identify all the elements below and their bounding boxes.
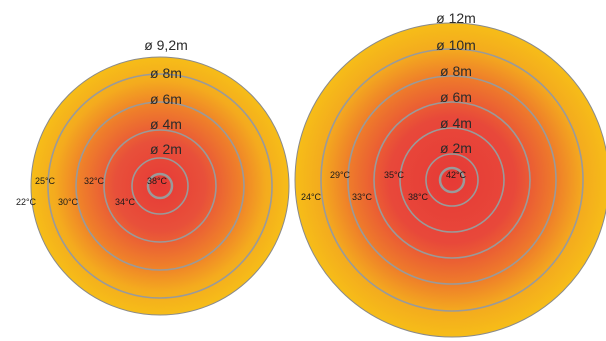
ring-2m (131, 157, 189, 215)
center-ring (438, 166, 466, 194)
ring-8m (47, 73, 273, 299)
ring-6m (75, 101, 245, 271)
diameter-label-8m: ø 8m (150, 65, 182, 81)
small-heat-zone: ø 9,2m ø 8m ø 6m ø 4m ø 2m 25°C 32°C 38°… (16, 37, 290, 316)
large-heat-zone: ø 12m ø 10m ø 8m ø 6m ø 4m ø 2m 29°C 35°… (294, 10, 606, 338)
ring-8m (347, 75, 557, 285)
temp-label-29c: 29°C (330, 170, 351, 180)
temp-label-32c: 32°C (84, 176, 105, 186)
diameter-label-6m: ø 6m (440, 89, 472, 105)
diameter-label-4m: ø 4m (150, 116, 182, 132)
temp-label-34c: 34°C (115, 197, 136, 207)
temp-label-22c: 22°C (16, 197, 37, 207)
ring-4m (103, 129, 217, 243)
diameter-label-6m: ø 6m (150, 91, 182, 107)
outer-disc (30, 56, 290, 316)
diameter-label-9-2m: ø 9,2m (144, 37, 188, 53)
temp-label-38c: 38°C (147, 176, 168, 186)
temp-label-42c: 42°C (446, 170, 467, 180)
temp-label-30c: 30°C (58, 197, 79, 207)
center-ring (146, 172, 174, 200)
temp-label-25c: 25°C (35, 176, 56, 186)
temp-label-35c: 35°C (384, 170, 405, 180)
temp-label-38c: 38°C (408, 192, 429, 202)
ring-2m (425, 153, 479, 207)
ring-10m (320, 48, 584, 312)
outer-disc (294, 22, 606, 338)
diameter-label-4m: ø 4m (440, 115, 472, 131)
diameter-label-2m: ø 2m (150, 141, 182, 157)
diameter-label-12m: ø 12m (436, 10, 476, 26)
ring-4m (399, 127, 505, 233)
diameter-label-2m: ø 2m (440, 140, 472, 156)
temp-label-33c: 33°C (352, 192, 373, 202)
diameter-label-10m: ø 10m (436, 37, 476, 53)
temp-label-24c: 24°C (301, 192, 322, 202)
ring-6m (373, 101, 531, 259)
diameter-label-8m: ø 8m (440, 63, 472, 79)
